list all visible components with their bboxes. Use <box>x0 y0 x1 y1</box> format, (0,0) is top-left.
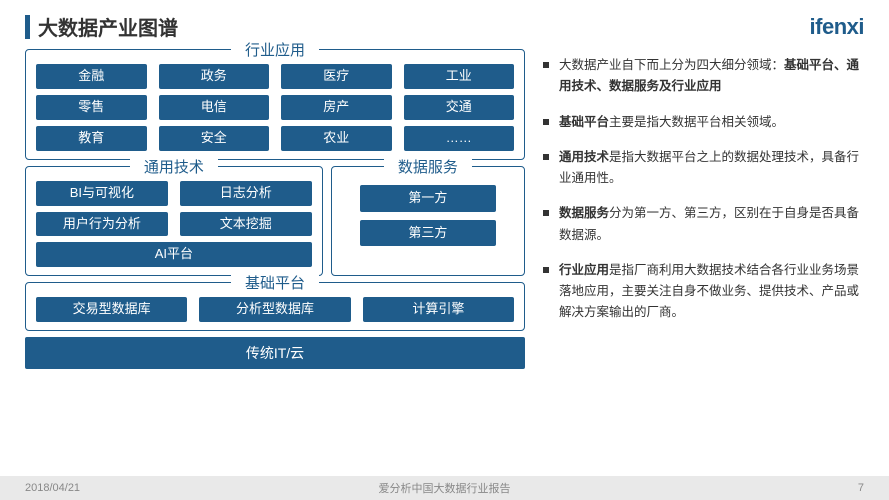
row-tech-svc: 通用技术 BI与可视化 日志分析 用户行为分析 文本挖掘 AI平台 数据服务 第… <box>25 166 525 277</box>
chip: 教育 <box>36 126 147 151</box>
chip: 日志分析 <box>180 181 312 206</box>
chip-ai: AI平台 <box>36 242 312 267</box>
text-column: 大数据产业自下而上分为四大细分领域：基础平台、通用技术、数据服务及行业应用 基础… <box>543 49 864 369</box>
chip: 医疗 <box>281 64 392 89</box>
bullet-item: 行业应用是指厂商利用大数据技术结合各行业业务场景落地应用，主要关注自身不做业务、… <box>543 260 864 324</box>
bullet-bold: 基础平台 <box>559 115 609 129</box>
bullet-item: 数据服务分为第一方、第三方，区别在于自身是否具备数据源。 <box>543 203 864 246</box>
chip: 第三方 <box>360 220 496 247</box>
chip: 交通 <box>404 95 515 120</box>
group-data-svc: 数据服务 第一方 第三方 <box>331 166 525 277</box>
chip: 金融 <box>36 64 147 89</box>
group-title: 行业应用 <box>231 39 319 60</box>
chip: 用户行为分析 <box>36 212 168 237</box>
bullet-post: 主要是指大数据平台相关领域。 <box>609 115 784 129</box>
group-platform: 基础平台 交易型数据库 分析型数据库 计算引擎 <box>25 282 525 331</box>
bullet-list: 大数据产业自下而上分为四大细分领域：基础平台、通用技术、数据服务及行业应用 基础… <box>543 55 864 324</box>
bullet-bold: 数据服务 <box>559 206 609 220</box>
bullet-item: 基础平台主要是指大数据平台相关领域。 <box>543 112 864 133</box>
svc-grid: 第一方 第三方 <box>342 181 514 251</box>
bullet-pre: 大数据产业自下而上分为四大细分领域： <box>559 58 784 72</box>
footer-center: 爱分析中国大数据行业报告 <box>379 480 511 496</box>
group-title: 通用技术 <box>130 156 218 177</box>
main: 行业应用 金融 政务 医疗 工业 零售 电信 房产 交通 教育 安全 农业 ……… <box>0 49 889 369</box>
group-tech: 通用技术 BI与可视化 日志分析 用户行为分析 文本挖掘 AI平台 <box>25 166 323 277</box>
logo: ifenxi <box>810 14 864 40</box>
chip: 安全 <box>159 126 270 151</box>
chip: BI与可视化 <box>36 181 168 206</box>
chip: 农业 <box>281 126 392 151</box>
chip: …… <box>404 126 515 151</box>
industry-grid: 金融 政务 医疗 工业 零售 电信 房产 交通 教育 安全 农业 …… <box>36 64 514 151</box>
chip: 房产 <box>281 95 392 120</box>
bullet-bold: 行业应用 <box>559 263 609 277</box>
header: 大数据产业图谱 ifenxi <box>0 0 889 49</box>
footer-page: 7 <box>858 482 864 494</box>
bullet-bold: 通用技术 <box>559 150 609 164</box>
footer-date: 2018/04/21 <box>25 482 80 494</box>
chip: 零售 <box>36 95 147 120</box>
chip: 文本挖掘 <box>180 212 312 237</box>
footer: 2018/04/21 爱分析中国大数据行业报告 7 <box>0 476 889 500</box>
bullet-item: 大数据产业自下而上分为四大细分领域：基础平台、通用技术、数据服务及行业应用 <box>543 55 864 98</box>
bar-traditional-it: 传统IT/云 <box>25 337 525 369</box>
chip: 第一方 <box>360 185 496 212</box>
group-industry-apps: 行业应用 金融 政务 医疗 工业 零售 电信 房产 交通 教育 安全 农业 …… <box>25 49 525 160</box>
platform-grid: 交易型数据库 分析型数据库 计算引擎 <box>36 297 514 322</box>
group-title: 数据服务 <box>384 156 472 177</box>
page-title: 大数据产业图谱 <box>38 12 178 41</box>
tech-grid: BI与可视化 日志分析 用户行为分析 文本挖掘 AI平台 <box>36 181 312 268</box>
chip: 政务 <box>159 64 270 89</box>
chip: 电信 <box>159 95 270 120</box>
chip: 计算引擎 <box>363 297 514 322</box>
diagram-column: 行业应用 金融 政务 医疗 工业 零售 电信 房产 交通 教育 安全 农业 ……… <box>25 49 525 369</box>
chip: 工业 <box>404 64 515 89</box>
title-wrap: 大数据产业图谱 <box>25 12 178 41</box>
bullet-item: 通用技术是指大数据平台之上的数据处理技术，具备行业通用性。 <box>543 147 864 190</box>
chip: 交易型数据库 <box>36 297 187 322</box>
chip: 分析型数据库 <box>199 297 350 322</box>
title-accent-bar <box>25 15 30 39</box>
group-title: 基础平台 <box>231 272 319 293</box>
